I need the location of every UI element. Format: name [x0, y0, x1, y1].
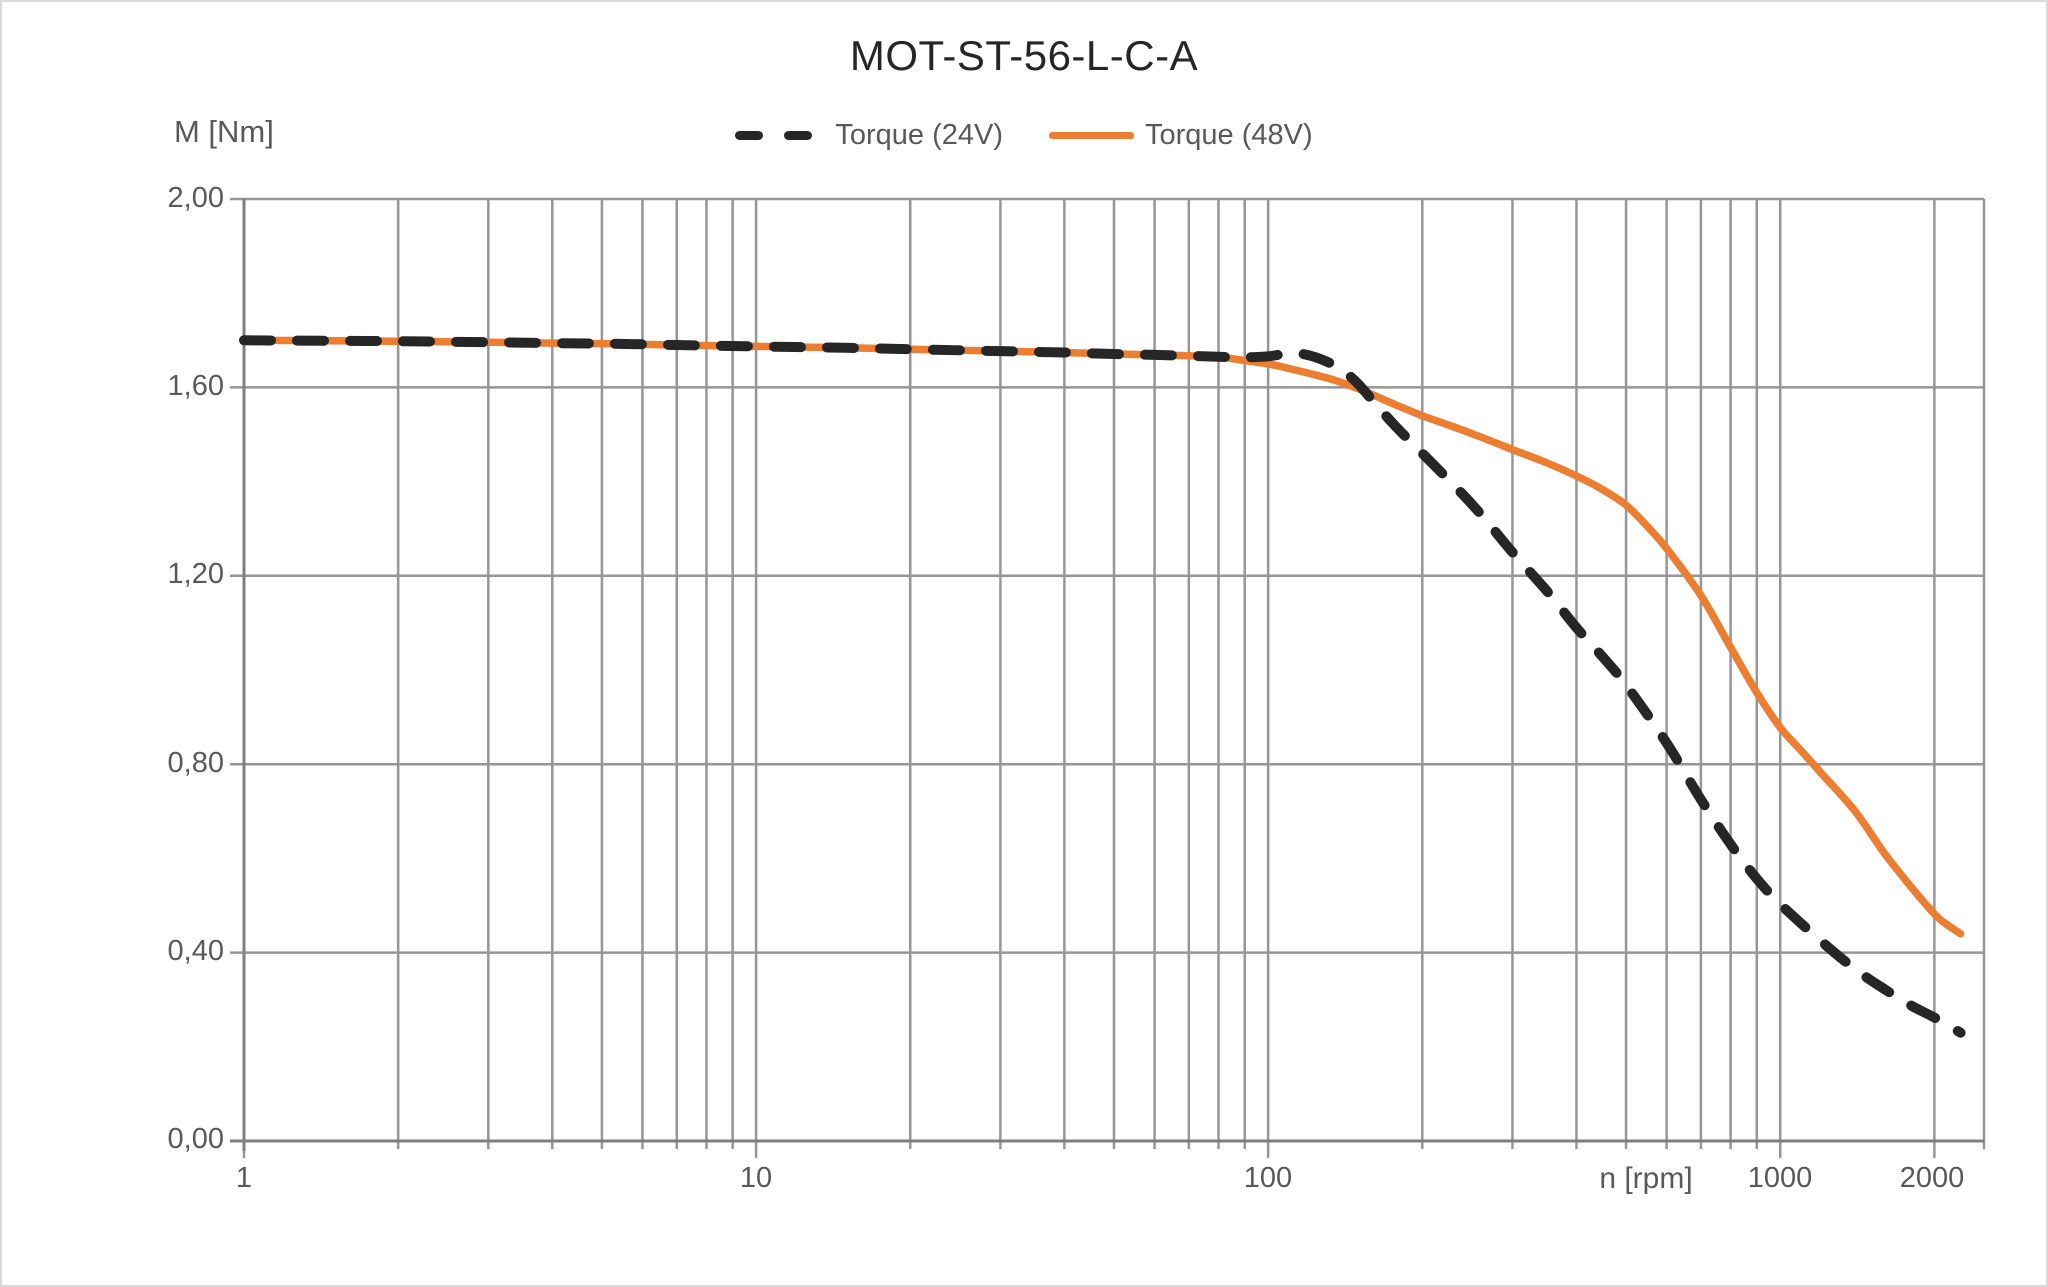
x-axis-title: n [rpm] — [1599, 1162, 1693, 1195]
y-tick-1_60: 1,60 — [167, 370, 224, 402]
legend: Torque (24V) Torque (48V) — [2, 112, 2046, 158]
y-tick-1_20: 1,20 — [167, 558, 224, 590]
chart-title: MOT-ST-56-L-C-A — [849, 32, 1199, 79]
x-tick-10: 10 — [739, 1162, 773, 1194]
series-torque-24v- — [239, 335, 1966, 1038]
x-tick-2000: 2000 — [1899, 1162, 1965, 1194]
series-torque-48v- — [240, 336, 1965, 938]
legend-dash-swatch-24v — [735, 130, 813, 140]
legend-line-swatch-48v — [1049, 131, 1134, 139]
x-tick-1: 1 — [235, 1162, 253, 1194]
x-tick-1000: 1000 — [1747, 1162, 1813, 1194]
legend-label-24v: Torque (24V) — [835, 118, 1003, 151]
y-axis-title: M [Nm] — [174, 114, 274, 149]
y-tick-0_00: 0,00 — [167, 1123, 224, 1155]
y-tick-0_40: 0,40 — [167, 935, 224, 967]
y-tick-0_80: 0,80 — [167, 747, 224, 779]
legend-label-48v: Torque (48V) — [1145, 118, 1313, 151]
x-tick-100: 100 — [1243, 1162, 1293, 1194]
y-tick-2_00: 2,00 — [167, 182, 224, 214]
